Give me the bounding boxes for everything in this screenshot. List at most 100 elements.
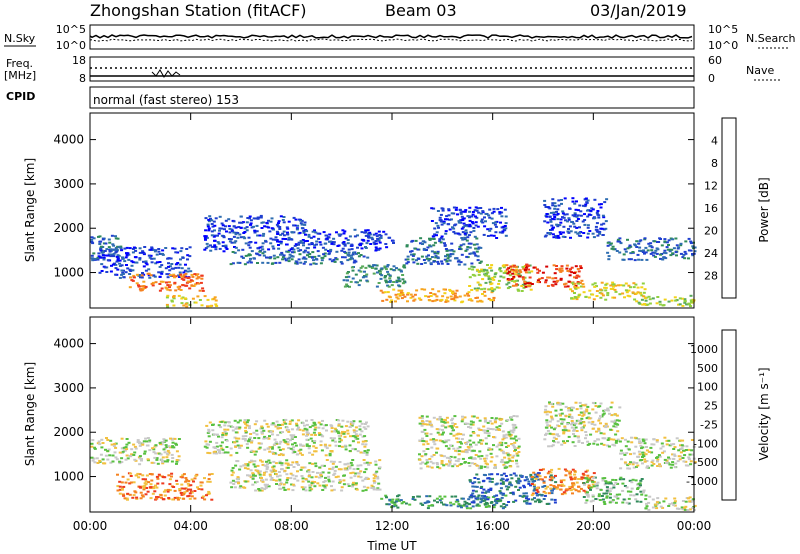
heatmap-cell [354, 273, 358, 276]
heatmap-cell [281, 219, 285, 221]
heatmap-cell [543, 199, 547, 202]
colorbar-frame [721, 117, 737, 299]
heatmap-cell [261, 252, 265, 255]
heatmap-cell [465, 507, 469, 510]
heatmap-cell [484, 498, 488, 501]
heatmap-cell [618, 493, 622, 496]
heatmap-cell [485, 269, 489, 272]
heatmap-cell [253, 229, 257, 232]
heatmap-cell [517, 437, 521, 440]
heatmap-cell [248, 246, 252, 249]
heatmap-cell [667, 244, 670, 246]
heatmap-cell [213, 239, 216, 242]
heatmap-cell [405, 262, 409, 265]
heatmap-cell [243, 438, 247, 440]
heatmap-cell [112, 244, 116, 247]
heatmap-cell [471, 485, 475, 488]
heatmap-cell [370, 267, 374, 269]
heatmap-cell [544, 405, 548, 408]
heatmap-cell [563, 425, 567, 428]
heatmap-cell [554, 481, 558, 484]
heatmap-cell [477, 494, 481, 497]
heatmap-cell [236, 261, 240, 264]
heatmap-cell [159, 453, 163, 456]
heatmap-cell [301, 227, 305, 230]
heatmap-cell [448, 288, 452, 291]
heatmap-cell [473, 287, 477, 290]
heatmap-cell [142, 280, 146, 283]
heatmap-cell [511, 444, 515, 447]
heatmap-cell [207, 435, 211, 438]
heatmap-cell [182, 304, 186, 307]
heatmap-cell [348, 258, 352, 261]
heatmap-cell [293, 477, 297, 480]
heatmap-cell [207, 443, 211, 446]
heatmap-cell [684, 464, 688, 467]
heatmap-cell [529, 288, 533, 291]
heatmap-cell [325, 237, 329, 240]
heatmap-cell [499, 460, 503, 463]
heatmap-cell [96, 256, 100, 259]
heatmap-cell [534, 500, 537, 503]
heatmap-cell [509, 492, 513, 494]
heatmap-cell [114, 251, 118, 254]
heatmap-cell [516, 465, 520, 468]
heatmap-cell [578, 401, 582, 404]
colorbar-tick-label: 25 [704, 400, 718, 413]
heatmap-cell [494, 225, 498, 228]
heatmap-cell [374, 246, 378, 249]
heatmap-cell [476, 287, 480, 290]
heatmap-cell [472, 495, 476, 498]
heatmap-cell [486, 430, 490, 432]
heatmap-cell [201, 287, 205, 290]
heatmap-cell [346, 271, 350, 273]
heatmap-cell [683, 300, 687, 303]
heatmap-cell [170, 475, 173, 478]
heatmap-cell [614, 501, 618, 504]
heatmap-cell [572, 222, 576, 225]
heatmap-cell [224, 434, 228, 437]
heatmap-cell [544, 234, 548, 237]
heatmap-cell [177, 459, 181, 462]
heatmap-cell [461, 238, 465, 241]
heatmap-cell [603, 483, 607, 486]
heatmap-cell [543, 438, 547, 441]
heatmap-cell [671, 453, 675, 456]
heatmap-cell [482, 425, 486, 428]
heatmap-cell [252, 450, 256, 453]
heatmap-cell [420, 255, 424, 258]
heatmap-cell [458, 504, 462, 507]
heatmap-cell [552, 236, 556, 239]
heatmap-cell [124, 458, 128, 461]
heatmap-cell [457, 437, 461, 440]
heatmap-cell [280, 253, 284, 256]
heatmap-cell [476, 296, 479, 299]
heatmap-cell [248, 461, 252, 464]
heatmap-cell [490, 417, 494, 419]
heatmap-cell [596, 443, 600, 446]
heatmap-cell [691, 507, 695, 509]
heatmap-cell [658, 455, 662, 458]
colorbar-tick-label: 24 [704, 247, 718, 260]
heatmap-cell [459, 212, 463, 215]
heatmap-cell [106, 458, 110, 461]
heatmap-cell [618, 478, 622, 481]
heatmap-cell [468, 206, 472, 209]
heatmap-cell [140, 274, 144, 277]
heatmap-cell [362, 451, 366, 454]
heatmap-cell [203, 248, 207, 251]
heatmap-cell [453, 299, 457, 302]
heatmap-cell [489, 266, 493, 269]
heatmap-cell [267, 219, 270, 222]
heatmap-cell [476, 225, 480, 228]
heatmap-cell [176, 251, 180, 254]
freq-label-line1: Freq. [6, 57, 33, 70]
heatmap-cell [292, 434, 296, 437]
heatmap-cell [200, 304, 204, 307]
heatmap-cell [612, 438, 616, 441]
heatmap-cell [524, 285, 528, 288]
heatmap-cell [437, 262, 440, 265]
heatmap-cell [176, 262, 180, 264]
heatmap-cell [309, 263, 313, 266]
heatmap-cell [354, 433, 358, 436]
